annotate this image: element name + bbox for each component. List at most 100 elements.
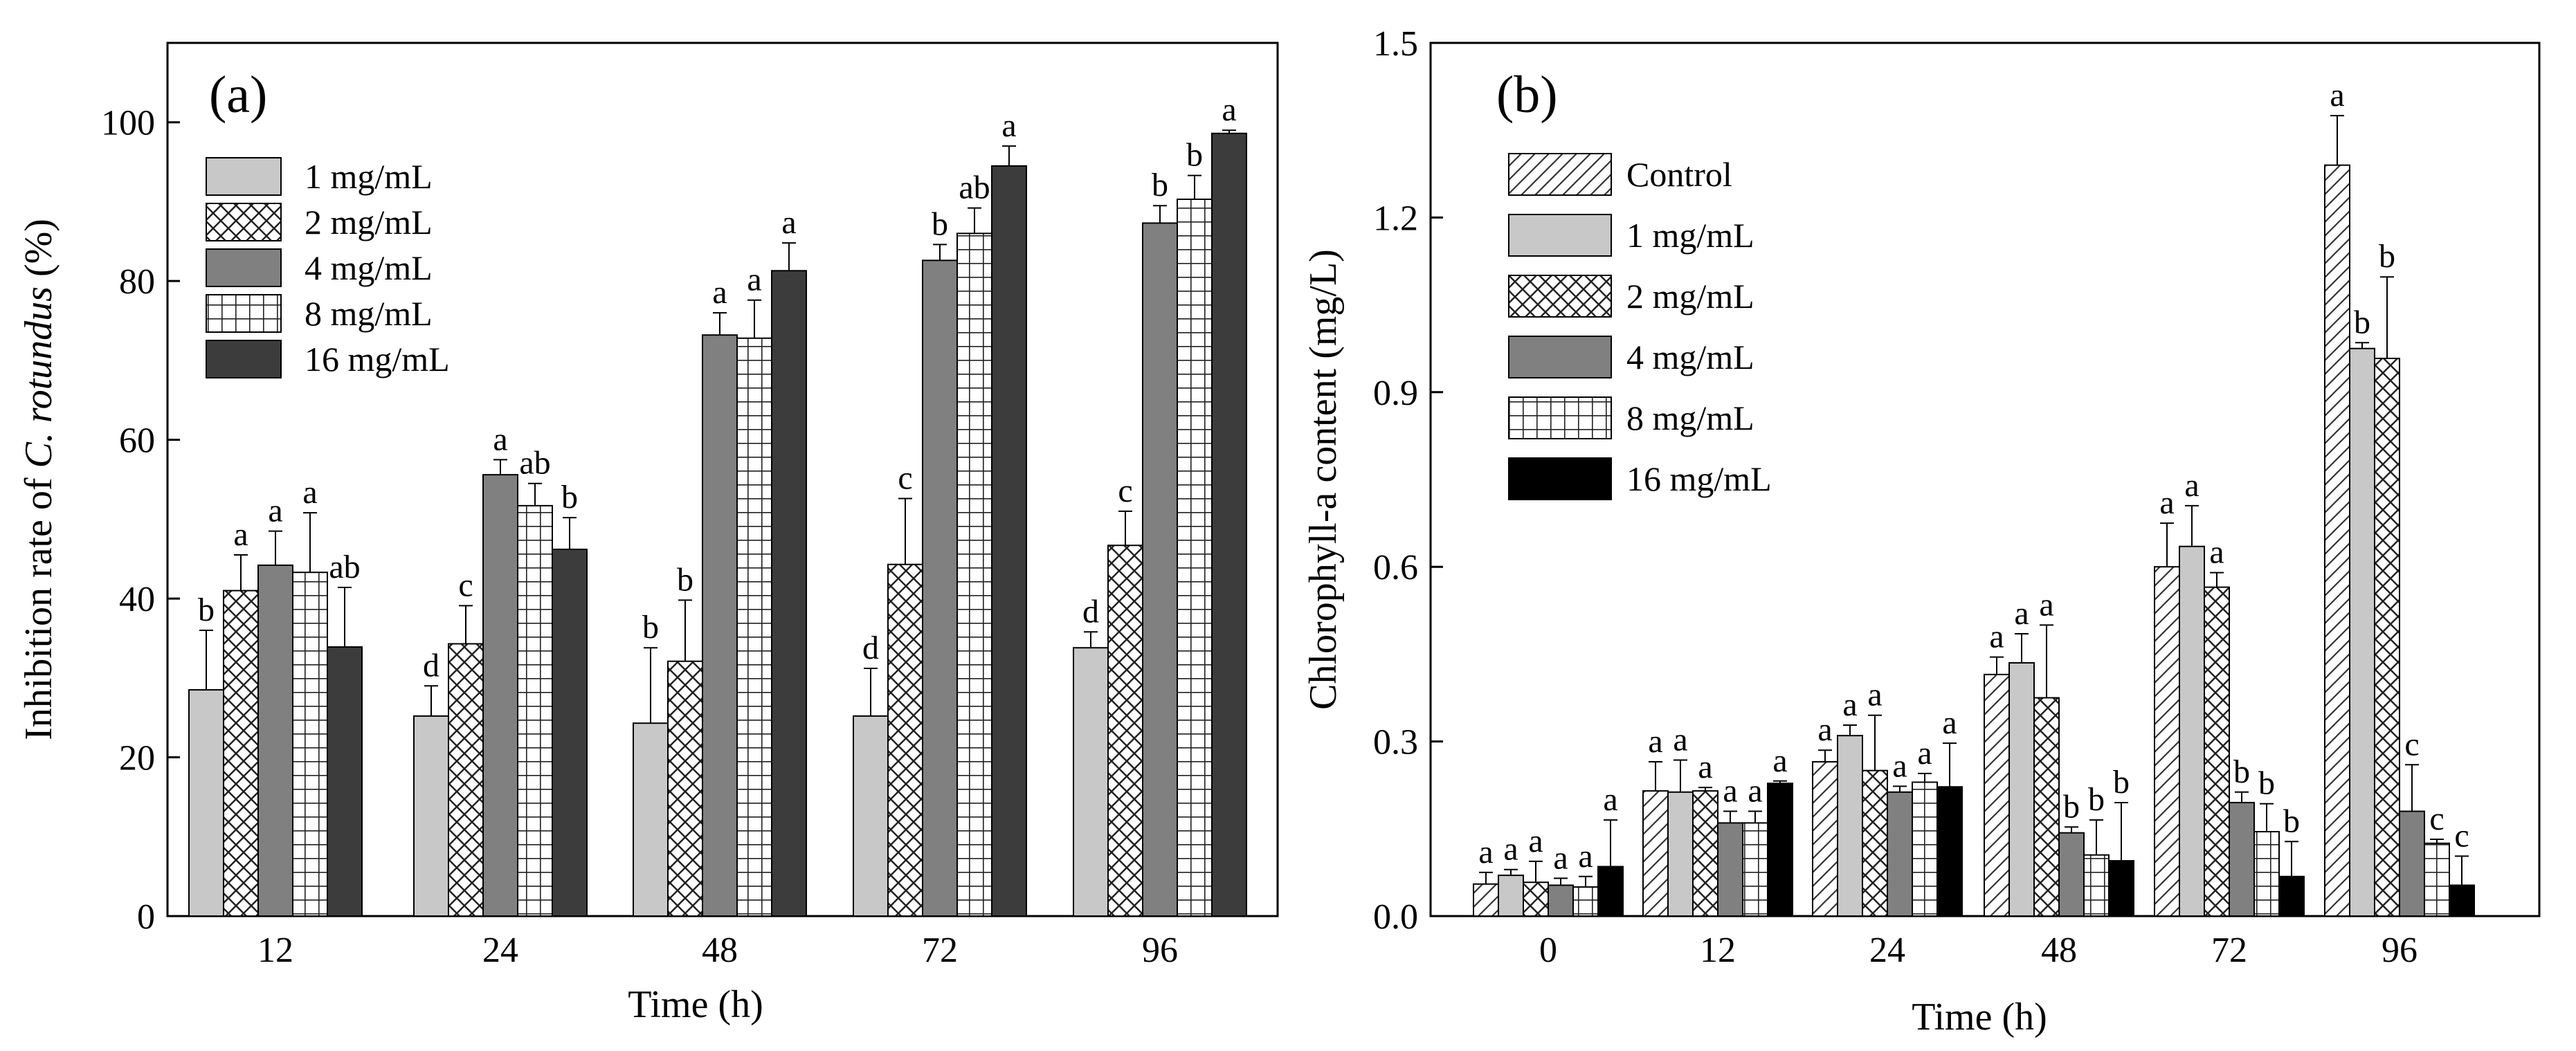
bar xyxy=(1936,786,1963,917)
bar xyxy=(736,337,772,917)
significance-letter: a xyxy=(1553,839,1568,876)
significance-letter: d xyxy=(1082,593,1099,630)
significance-letter: b xyxy=(2113,764,2130,801)
significance-letter: b xyxy=(2063,788,2080,825)
significance-letter: ab xyxy=(959,170,990,206)
panel-b: (b) Time (h) Chlorophyll-a content (mg/L… xyxy=(1302,24,2541,1039)
significance-letter: b xyxy=(2233,753,2250,790)
significance-letter: a xyxy=(2184,467,2199,504)
y-tick-label: 0 xyxy=(137,897,155,937)
bar xyxy=(1107,545,1143,917)
y-tick-label: 0.0 xyxy=(1373,897,1418,937)
significance-letter: a xyxy=(2159,484,2174,521)
legend-label: 8 mg/mL xyxy=(1626,399,1754,437)
significance-letter: a xyxy=(1478,834,1493,870)
significance-letter: d xyxy=(423,647,439,684)
x-tick-label: 0 xyxy=(1539,931,1557,970)
significance-letter: a xyxy=(268,493,282,529)
significance-letter: a xyxy=(747,262,761,298)
significance-letter: a xyxy=(2039,586,2053,623)
y-tick-label: 1.2 xyxy=(1373,199,1418,238)
bar xyxy=(1717,822,1743,917)
bar xyxy=(2253,831,2280,917)
bar xyxy=(633,722,669,917)
bar xyxy=(223,590,259,917)
y-tick-label: 20 xyxy=(119,739,155,778)
y-tick-label: 0.6 xyxy=(1373,548,1418,587)
significance-letter: d xyxy=(862,630,879,666)
bar xyxy=(257,564,293,917)
x-tick-label: 24 xyxy=(1869,931,1905,970)
significance-letter: c xyxy=(898,460,912,497)
legend-label: 16 mg/mL xyxy=(1626,459,1772,498)
legend-label: 1 mg/mL xyxy=(305,157,433,196)
legend-label: 8 mg/mL xyxy=(305,294,433,333)
bar xyxy=(1837,735,1863,917)
legend-swatch xyxy=(1508,457,1612,500)
bar xyxy=(1073,647,1109,917)
x-tick-label: 72 xyxy=(2211,931,2247,970)
significance-letter: ab xyxy=(329,549,360,585)
significance-letter: b xyxy=(561,479,578,515)
significance-letter: b xyxy=(932,205,948,242)
bar xyxy=(887,563,923,917)
legend-swatch xyxy=(206,203,282,241)
legend-label: 2 mg/mL xyxy=(305,203,433,241)
significance-letter: a xyxy=(1648,723,1662,760)
y-axis-label-b: Chlorophyll-a content (mg/L) xyxy=(1302,249,1345,710)
y-axis-label-a-suffix: (%) xyxy=(17,219,60,286)
legend-swatch xyxy=(206,157,282,196)
legend-label: 4 mg/mL xyxy=(1626,338,1754,376)
x-tick-label: 96 xyxy=(2382,931,2418,970)
x-axis-label-a: Time (h) xyxy=(628,983,763,1026)
significance-letter: a xyxy=(1867,677,1882,713)
bar xyxy=(482,474,518,917)
legend-label: 2 mg/mL xyxy=(1626,277,1754,316)
y-tick-label: 60 xyxy=(119,421,155,461)
significance-letter: b xyxy=(198,592,215,628)
significance-letter: a xyxy=(1528,823,1543,859)
bar xyxy=(1142,222,1178,917)
significance-letter: b xyxy=(677,561,693,598)
legend-swatch xyxy=(1508,153,1612,196)
significance-letter: a xyxy=(2014,595,2029,632)
bar xyxy=(1498,875,1524,917)
significance-letter: a xyxy=(2330,77,2344,113)
bar xyxy=(2229,801,2255,917)
bar xyxy=(327,646,363,917)
significance-letter: c xyxy=(2454,817,2469,854)
bar xyxy=(517,504,553,917)
panel-label-b: (b) xyxy=(1496,66,1558,124)
bar xyxy=(1887,791,1913,917)
x-tick-label: 48 xyxy=(702,931,738,970)
bar xyxy=(2033,697,2060,917)
bar xyxy=(991,165,1027,917)
x-tick-label: 96 xyxy=(1142,931,1178,970)
bar xyxy=(771,270,807,917)
significance-letter: b xyxy=(2283,803,2300,839)
significance-letter: a xyxy=(712,274,727,311)
bar xyxy=(702,334,738,917)
significance-letter: a xyxy=(1503,831,1518,868)
significance-letter: a xyxy=(1603,781,1617,818)
x-tick-label: 48 xyxy=(2041,931,2077,970)
bar xyxy=(1912,781,1938,917)
significance-letter: a xyxy=(1222,91,1236,128)
bar xyxy=(2449,884,2475,917)
bar xyxy=(1473,883,1499,917)
significance-letter: a xyxy=(1942,704,1957,741)
x-tick-label: 24 xyxy=(482,931,518,970)
bar xyxy=(2154,566,2180,917)
significance-letter: a xyxy=(1578,838,1593,875)
significance-letter: a xyxy=(1842,686,1857,723)
bar xyxy=(2179,545,2205,917)
legend-swatch xyxy=(206,340,282,378)
bar xyxy=(956,232,992,917)
significance-letter: a xyxy=(1698,749,1712,785)
bar xyxy=(2278,875,2305,917)
significance-letter: c xyxy=(2404,726,2419,762)
axis-ticks-b: 0.0 0.3 0.6 0.9 1.2 1.5 0 12 24 48 72 96 xyxy=(1373,24,2418,970)
